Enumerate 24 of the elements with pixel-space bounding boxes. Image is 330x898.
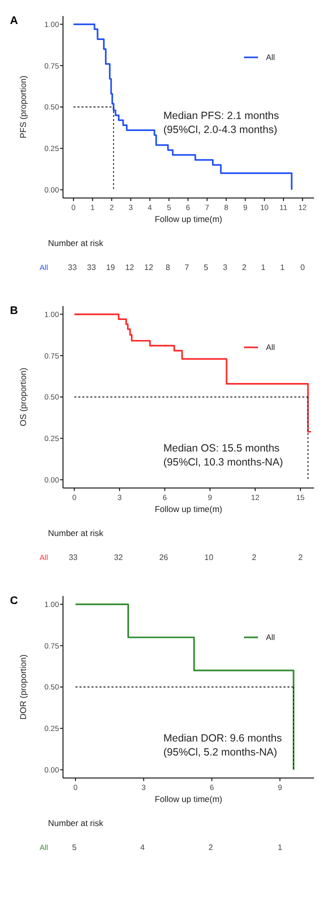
x-axis-title: Follow up time(m) bbox=[154, 504, 222, 514]
legend-label: All bbox=[266, 53, 276, 62]
annotation: Median PFS: 2.1 months bbox=[163, 110, 279, 122]
x-axis-title: Follow up time(m) bbox=[154, 214, 222, 224]
annotation: (95%Cl, 5.2 months-NA) bbox=[163, 746, 278, 759]
text: 5 4 2 1 bbox=[72, 843, 282, 852]
annotation: Median DOR: 9.6 months bbox=[163, 732, 282, 745]
annotation: Median OS: 15.5 months bbox=[163, 442, 280, 455]
annotation: (95%Cl, 10.3 months-NA) bbox=[163, 456, 284, 469]
y-axis-title: PFS (proportion) bbox=[18, 75, 28, 138]
y-axis-title: DOR (proportion) bbox=[18, 654, 28, 720]
x-axis-title: Follow up time(m) bbox=[154, 794, 222, 804]
text: Number at risk bbox=[48, 528, 104, 538]
y-axis-title: OS (proportion) bbox=[18, 368, 28, 426]
text: 33 32 26 10 2 2 bbox=[68, 553, 303, 562]
annotation: (95%Cl, 2.0-4.3 months) bbox=[163, 124, 278, 136]
text: 33 33 19 12 12 8 7 5 3 2 1 1 0 bbox=[68, 263, 305, 272]
chart-title: C bbox=[10, 595, 18, 607]
legend-label: All bbox=[266, 343, 276, 352]
chart-title: A bbox=[10, 15, 18, 27]
legend-label: All bbox=[266, 633, 276, 642]
text: Number at risk bbox=[48, 238, 104, 248]
chart-title: B bbox=[10, 305, 18, 317]
text: Number at risk bbox=[48, 818, 104, 828]
